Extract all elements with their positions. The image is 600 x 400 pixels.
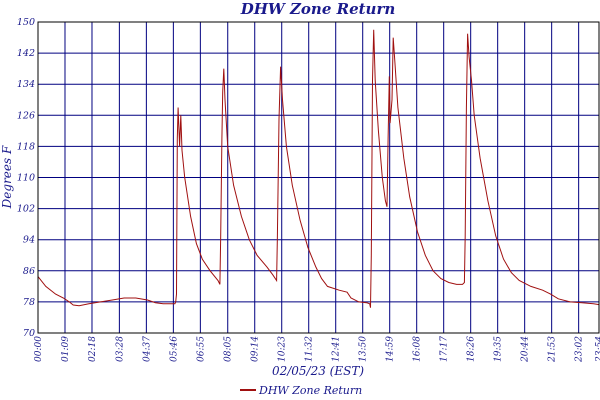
x-tick-label: 04:37 <box>142 336 152 362</box>
x-tick-label: 18:26 <box>467 336 477 362</box>
x-tick-label: 17:17 <box>440 336 450 362</box>
y-tick-label: 134 <box>17 79 35 90</box>
x-tick-label: 00:00 <box>34 336 44 362</box>
plot-frame <box>37 21 600 334</box>
y-tick-label: 102 <box>17 204 35 215</box>
x-tick-label: 13:50 <box>359 336 369 362</box>
series-layer <box>37 29 600 308</box>
y-tick-label: 110 <box>17 173 35 184</box>
x-tick-label: 06:55 <box>196 336 206 362</box>
chart-title: DHW Zone Return <box>240 0 396 18</box>
grid <box>38 22 599 333</box>
legend: DHW Zone Return <box>240 384 362 397</box>
y-tick-label: 70 <box>23 328 35 339</box>
legend-label: DHW Zone Return <box>258 384 362 397</box>
x-tick-label: 03:28 <box>115 336 125 362</box>
y-tick-label: 86 <box>23 266 35 277</box>
x-tick-label: 08:05 <box>224 336 234 362</box>
x-tick-label: 10:23 <box>278 336 288 362</box>
x-tick-label: 12:41 <box>332 336 342 362</box>
x-tick-label: 16:08 <box>413 336 423 362</box>
x-tick-label: 23:54 <box>595 336 600 363</box>
x-tick-label: 19:35 <box>494 336 504 362</box>
x-tick-label: 05:46 <box>169 336 179 362</box>
y-axis-ticks: 70 78 86 94 102 110 118 126 134 142 150 <box>17 17 35 339</box>
y-tick-label: 118 <box>17 141 35 152</box>
y-tick-label: 94 <box>23 235 35 246</box>
x-tick-label: 23:02 <box>575 336 585 363</box>
y-tick-label: 126 <box>17 110 35 121</box>
x-tick-label: 02:18 <box>88 336 98 362</box>
x-tick-label: 14:59 <box>386 336 396 362</box>
y-tick-label: 78 <box>23 297 35 308</box>
y-tick-label: 142 <box>17 48 35 59</box>
x-tick-label: 11:32 <box>305 336 315 362</box>
y-axis-label: Degrees F <box>0 145 14 209</box>
x-tick-label: 20:44 <box>521 336 531 363</box>
x-axis-label: 02/05/23 (EST) <box>272 364 364 378</box>
x-tick-label: 21:53 <box>548 336 558 363</box>
x-tick-label: 09:14 <box>251 336 261 362</box>
y-tick-label: 150 <box>17 17 35 28</box>
series-line <box>37 29 600 308</box>
x-axis-ticks: 00:00 01:09 02:18 03:28 04:37 05:46 06:55 08:05… <box>34 336 600 363</box>
x-tick-label: 01:09 <box>61 336 71 362</box>
